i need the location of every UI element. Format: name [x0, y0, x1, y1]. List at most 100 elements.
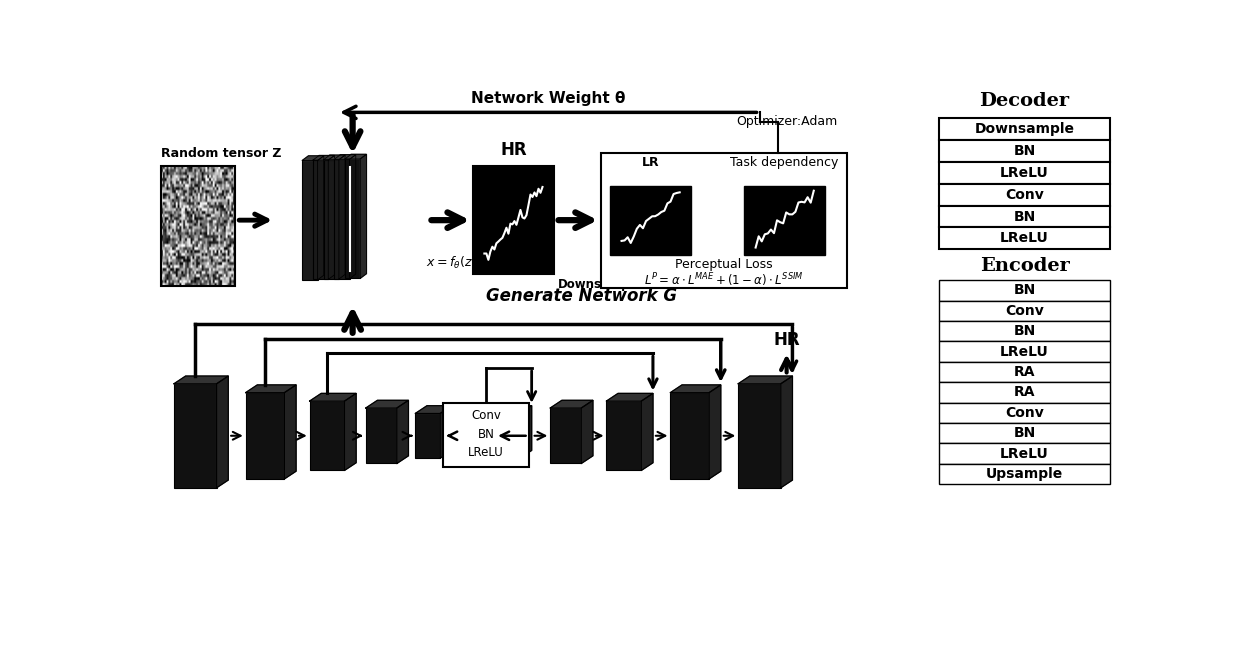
Polygon shape [312, 156, 335, 160]
Bar [671, 392, 709, 479]
Polygon shape [345, 154, 367, 159]
Bar [940, 443, 1110, 464]
Bar [472, 166, 554, 274]
Polygon shape [317, 156, 324, 280]
Polygon shape [781, 376, 792, 488]
Polygon shape [246, 385, 296, 392]
Bar [610, 186, 692, 255]
Bar [444, 404, 528, 466]
Text: Conv: Conv [1006, 304, 1044, 318]
Polygon shape [329, 156, 335, 279]
Polygon shape [350, 155, 356, 279]
Text: Decoder: Decoder [980, 92, 1070, 110]
Bar [940, 162, 1110, 184]
Text: RA: RA [1014, 365, 1035, 379]
Text: BN: BN [1013, 144, 1035, 158]
Polygon shape [440, 405, 451, 458]
Bar [940, 228, 1110, 249]
Polygon shape [345, 394, 356, 470]
Bar [310, 401, 345, 470]
Bar [312, 160, 329, 279]
Text: BN: BN [1013, 324, 1035, 338]
Polygon shape [738, 376, 792, 384]
Text: BN: BN [1013, 209, 1035, 224]
Bar [940, 423, 1110, 443]
Polygon shape [339, 155, 345, 279]
Text: LReLU: LReLU [1001, 345, 1049, 358]
Text: LR: LR [642, 156, 660, 169]
Polygon shape [520, 405, 532, 458]
Bar [940, 118, 1110, 140]
Text: Generate Network G: Generate Network G [486, 287, 677, 305]
Polygon shape [310, 394, 356, 401]
Bar [940, 321, 1110, 341]
Polygon shape [303, 156, 324, 160]
Polygon shape [217, 376, 228, 488]
Text: RA: RA [1014, 385, 1035, 400]
Bar [940, 280, 1110, 301]
Text: Task dependency: Task dependency [730, 156, 839, 169]
Polygon shape [335, 155, 356, 160]
Text: Conv: Conv [1006, 188, 1044, 201]
Polygon shape [641, 394, 653, 470]
Polygon shape [361, 154, 367, 279]
Polygon shape [582, 400, 593, 464]
Bar [940, 362, 1110, 382]
Bar [246, 392, 284, 479]
Bar [324, 160, 339, 279]
Text: $L^P = \alpha \cdot L^{MAE} + (1 - \alpha) \cdot L^{SSIM}$: $L^P = \alpha \cdot L^{MAE} + (1 - \alph… [644, 271, 804, 288]
Text: Upsample: Upsample [986, 467, 1063, 481]
Polygon shape [324, 155, 345, 160]
Text: Conv: Conv [1006, 406, 1044, 420]
Text: BN: BN [477, 428, 495, 441]
Text: HR: HR [774, 331, 800, 349]
Polygon shape [415, 405, 451, 413]
Text: LReLU: LReLU [1001, 232, 1049, 245]
Bar [940, 301, 1110, 321]
Polygon shape [709, 385, 720, 479]
Bar [345, 159, 360, 279]
Bar [940, 382, 1110, 403]
Bar [366, 408, 397, 464]
Text: BN: BN [1013, 283, 1035, 298]
Bar [940, 184, 1110, 205]
Bar [744, 186, 826, 255]
Bar [174, 384, 217, 488]
Bar [940, 464, 1110, 484]
Polygon shape [366, 400, 408, 408]
Text: HR: HR [500, 141, 527, 158]
Bar [161, 166, 234, 286]
Text: LReLU: LReLU [1001, 165, 1049, 180]
Polygon shape [551, 400, 593, 408]
Polygon shape [397, 400, 408, 464]
Bar [600, 153, 847, 288]
Text: Random tensor Z: Random tensor Z [161, 147, 281, 160]
Bar [335, 160, 350, 279]
Text: Encoder: Encoder [980, 258, 1069, 275]
Bar [495, 413, 520, 458]
Polygon shape [284, 385, 296, 479]
Bar [303, 160, 317, 280]
Bar [606, 401, 641, 470]
Polygon shape [495, 405, 532, 413]
Text: Conv: Conv [471, 409, 501, 422]
Text: Downsample: Downsample [975, 122, 1075, 136]
Bar [940, 403, 1110, 423]
Text: Perceptual Loss: Perceptual Loss [675, 258, 773, 271]
Text: BN: BN [1013, 426, 1035, 440]
Text: LReLU: LReLU [467, 446, 503, 459]
Polygon shape [671, 385, 720, 392]
Text: Downsample: Downsample [558, 278, 642, 291]
Bar [415, 413, 440, 458]
Text: $x=f_{\theta}(z)$: $x=f_{\theta}(z)$ [427, 254, 476, 271]
Bar [738, 384, 781, 488]
Polygon shape [174, 376, 228, 384]
Text: Network Weight θ: Network Weight θ [471, 91, 625, 106]
Bar [940, 205, 1110, 228]
Bar [940, 140, 1110, 162]
Text: LReLU: LReLU [1001, 447, 1049, 460]
Bar [551, 408, 582, 464]
Polygon shape [606, 394, 653, 401]
Bar [940, 341, 1110, 362]
Text: Optimizer:Adam: Optimizer:Adam [737, 116, 837, 128]
